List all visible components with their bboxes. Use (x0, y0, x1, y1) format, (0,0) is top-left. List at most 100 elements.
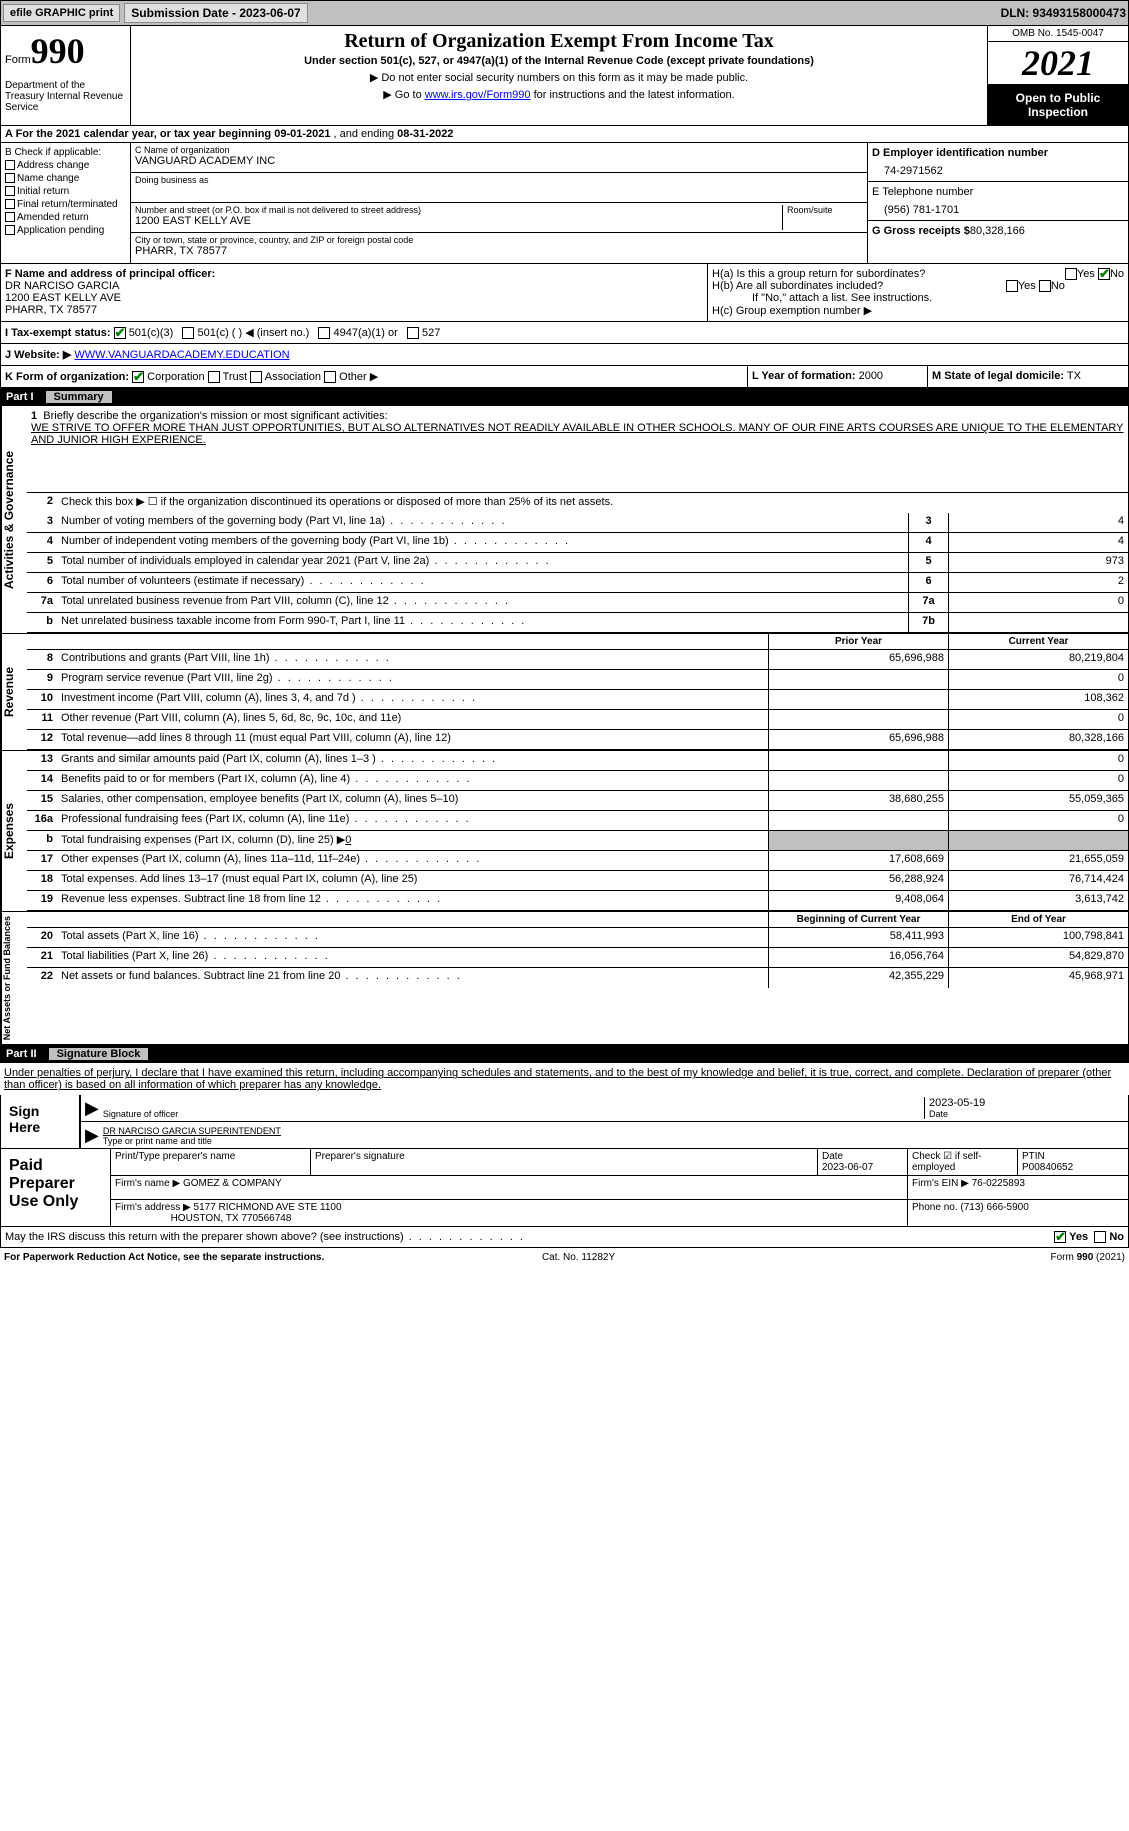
firm-ein: 76-0225893 (972, 1178, 1025, 1189)
year-formation: 2000 (859, 370, 883, 382)
line17-curr: 21,655,059 (948, 851, 1128, 870)
k-corp[interactable] (132, 371, 144, 383)
form-label: Form (5, 54, 31, 66)
cb-initial-return[interactable] (5, 186, 15, 196)
line18-prior: 56,288,924 (768, 871, 948, 890)
note-ssn: ▶ Do not enter social security numbers o… (135, 71, 983, 84)
k-other[interactable] (324, 371, 336, 383)
dept-treasury: Department of the Treasury Internal Reve… (5, 80, 126, 113)
hb-yes[interactable] (1006, 280, 1018, 292)
line11-curr: 0 (948, 710, 1128, 729)
submission-date: Submission Date - 2023-06-07 (124, 3, 307, 23)
state-domicile: TX (1067, 370, 1081, 382)
tab-activities: Activities & Governance (1, 406, 27, 633)
firm-phone: (713) 666-5900 (960, 1202, 1028, 1213)
irs-link[interactable]: www.irs.gov/Form990 (425, 89, 531, 101)
street: 1200 EAST KELLY AVE (135, 215, 778, 227)
line19-curr: 3,613,742 (948, 891, 1128, 910)
ha-no[interactable] (1098, 268, 1110, 280)
ptin: P00840652 (1022, 1162, 1073, 1173)
omb-number: OMB No. 1545-0047 (988, 26, 1128, 42)
line6-val: 2 (948, 573, 1128, 592)
line16a-curr: 0 (948, 811, 1128, 830)
col-c-org: C Name of organization VANGUARD ACADEMY … (131, 143, 868, 263)
paid-preparer: Paid Preparer Use Only Print/Type prepar… (0, 1149, 1129, 1227)
line8-curr: 80,219,804 (948, 650, 1128, 669)
note-link: ▶ Go to www.irs.gov/Form990 for instruct… (135, 88, 983, 101)
website-link[interactable]: WWW.VANGUARDACADEMY.EDUCATION (74, 349, 289, 361)
form-number: 990 (31, 31, 85, 71)
part1-header: Part I Summary (0, 388, 1129, 406)
i-501c3[interactable] (114, 327, 126, 339)
k-assoc[interactable] (250, 371, 262, 383)
line22-beg: 42,355,229 (768, 968, 948, 988)
sig-date: 2023-05-19 (929, 1097, 1124, 1109)
line15-prior: 38,680,255 (768, 791, 948, 810)
city-state-zip: PHARR, TX 78577 (135, 245, 863, 257)
line20-beg: 58,411,993 (768, 928, 948, 947)
cb-app-pending[interactable] (5, 225, 15, 235)
sign-here: Sign Here ▶ Signature of officer 2023-05… (0, 1095, 1129, 1149)
page-footer: For Paperwork Reduction Act Notice, see … (0, 1248, 1129, 1267)
i-4947[interactable] (318, 327, 330, 339)
line-1: 1 Briefly describe the organization's mi… (27, 406, 1128, 493)
hb-no[interactable] (1039, 280, 1051, 292)
row-klm: K Form of organization: Corporation Trus… (0, 366, 1129, 388)
line17-prior: 17,608,669 (768, 851, 948, 870)
gross-receipts: 80,328,166 (970, 225, 1025, 237)
prep-date: 2023-06-07 (822, 1162, 873, 1173)
k-trust[interactable] (208, 371, 220, 383)
line22-end: 45,968,971 (948, 968, 1128, 988)
officer-printed: DR NARCISO GARCIA SUPERINTENDENT (103, 1126, 1124, 1136)
form-title: Return of Organization Exempt From Incom… (135, 30, 983, 53)
cb-amended[interactable] (5, 212, 15, 222)
discuss-yes[interactable] (1054, 1231, 1066, 1243)
mission-text: WE STRIVE TO OFFER MORE THAN JUST OPPORT… (31, 422, 1124, 446)
line-a: A For the 2021 calendar year, or tax yea… (0, 126, 1129, 143)
line9-curr: 0 (948, 670, 1128, 689)
discuss-no[interactable] (1094, 1231, 1106, 1243)
cb-address-change[interactable] (5, 160, 15, 170)
line13-curr: 0 (948, 751, 1128, 770)
ha-yes[interactable] (1065, 268, 1077, 280)
row-i: I Tax-exempt status: 501(c)(3) 501(c) ( … (0, 322, 1129, 344)
i-501c[interactable] (182, 327, 194, 339)
i-527[interactable] (407, 327, 419, 339)
top-bar: efile GRAPHIC print Submission Date - 20… (0, 0, 1129, 26)
ein: 74-2971562 (872, 159, 1124, 177)
tax-year: 2021 (988, 42, 1128, 85)
line3-val: 4 (948, 513, 1128, 532)
section-bcd: B Check if applicable: Address change Na… (0, 143, 1129, 264)
line21-end: 54,829,870 (948, 948, 1128, 967)
officer-name: DR NARCISO GARCIA (5, 280, 119, 292)
revenue-section: Revenue Prior YearCurrent Year 8Contribu… (0, 634, 1129, 751)
dln: DLN: 93493158000473 (1001, 6, 1126, 20)
efile-print-button[interactable]: efile GRAPHIC print (3, 4, 120, 22)
activities-governance: Activities & Governance 1 Briefly descri… (0, 406, 1129, 634)
line19-prior: 9,408,064 (768, 891, 948, 910)
cb-name-change[interactable] (5, 173, 15, 183)
tab-expenses: Expenses (1, 751, 27, 911)
row-j: J Website: ▶ WWW.VANGUARDACADEMY.EDUCATI… (0, 344, 1129, 366)
firm-name: GOMEZ & COMPANY (183, 1178, 282, 1189)
line15-curr: 55,059,365 (948, 791, 1128, 810)
row-fh: F Name and address of principal officer:… (0, 264, 1129, 322)
line5-val: 973 (948, 553, 1128, 572)
part2-header: Part II Signature Block (0, 1045, 1129, 1063)
line12-curr: 80,328,166 (948, 730, 1128, 749)
cb-final-return[interactable] (5, 199, 15, 209)
org-name: VANGUARD ACADEMY INC (135, 155, 863, 167)
line8-prior: 65,696,988 (768, 650, 948, 669)
col-d-ein: D Employer identification number 74-2971… (868, 143, 1128, 263)
sig-arrow-icon: ▶ (85, 1098, 99, 1119)
line7b-val (948, 613, 1128, 632)
netassets-section: Net Assets or Fund Balances Beginning of… (0, 912, 1129, 1045)
telephone: (956) 781-1701 (872, 198, 1124, 216)
line21-beg: 16,056,764 (768, 948, 948, 967)
expenses-section: Expenses 13Grants and similar amounts pa… (0, 751, 1129, 912)
line4-val: 4 (948, 533, 1128, 552)
line10-curr: 108,362 (948, 690, 1128, 709)
form-header: Form990 Department of the Treasury Inter… (0, 26, 1129, 126)
firm-addr1: 5177 RICHMOND AVE STE 1100 (194, 1202, 342, 1213)
discuss-row: May the IRS discuss this return with the… (0, 1227, 1129, 1248)
